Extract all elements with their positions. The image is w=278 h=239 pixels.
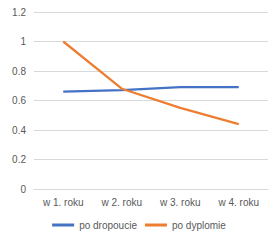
svg-text:w 1. roku: w 1. roku — [42, 197, 84, 208]
svg-text:0.6: 0.6 — [12, 95, 26, 106]
svg-text:1: 1 — [20, 36, 26, 47]
svg-text:po dyplomie: po dyplomie — [172, 220, 226, 231]
svg-text:1.2: 1.2 — [12, 7, 26, 18]
svg-text:0.8: 0.8 — [12, 66, 26, 77]
svg-text:w 2. roku: w 2. roku — [100, 197, 142, 208]
svg-text:w 4. roku: w 4. roku — [217, 197, 259, 208]
svg-text:po dropoucie: po dropoucie — [79, 220, 137, 231]
svg-text:0.4: 0.4 — [12, 125, 26, 136]
svg-text:w 3. roku: w 3. roku — [159, 197, 201, 208]
svg-text:0: 0 — [20, 184, 26, 195]
svg-text:0.2: 0.2 — [12, 154, 26, 165]
